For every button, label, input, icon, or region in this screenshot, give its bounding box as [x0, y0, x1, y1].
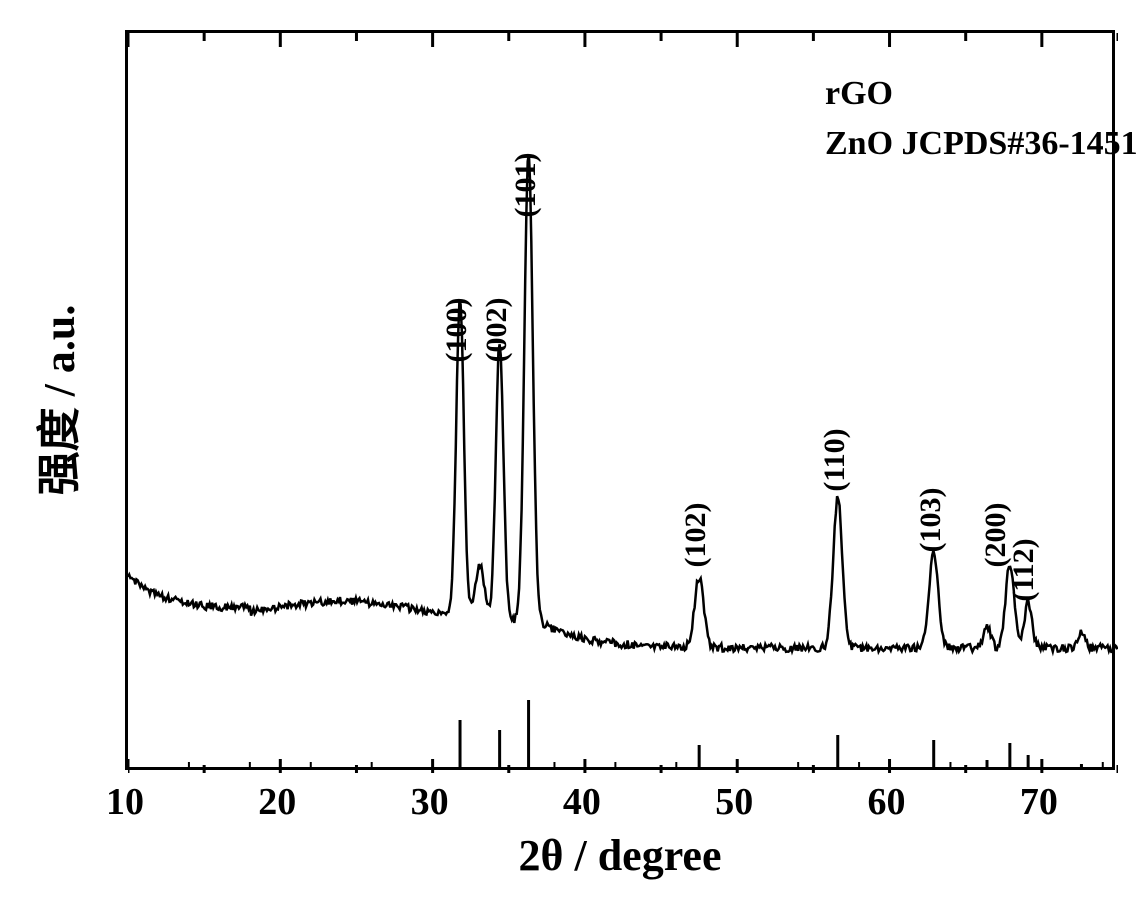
y-axis-label: 强度 / a.u.	[23, 305, 87, 496]
xrd-curve	[128, 154, 1117, 652]
xrd-chart: 强度 / a.u. 2θ / degree 10 20 30 40 50 60 70 (10…	[0, 0, 1143, 911]
x-tick-label: 40	[552, 780, 612, 824]
legend-item: ZnO JCPDS#36-1451	[825, 125, 1138, 163]
peak-label: (112)	[1007, 538, 1041, 601]
peak-label: (100)	[440, 298, 474, 363]
x-tick-label: 10	[95, 780, 155, 824]
legend-item: rGO	[825, 75, 893, 113]
x-axis-label: 2θ / degree	[519, 830, 722, 881]
x-tick-label: 70	[1009, 780, 1069, 824]
x-tick-label: 60	[857, 780, 917, 824]
x-tick-label: 50	[704, 780, 764, 824]
peak-label: (103)	[914, 488, 948, 553]
peak-label: (101)	[509, 153, 543, 218]
peak-label: (102)	[679, 503, 713, 568]
peak-label: (002)	[480, 298, 514, 363]
peak-label: (110)	[818, 428, 852, 491]
x-tick-label: 20	[247, 780, 307, 824]
x-tick-label: 30	[400, 780, 460, 824]
